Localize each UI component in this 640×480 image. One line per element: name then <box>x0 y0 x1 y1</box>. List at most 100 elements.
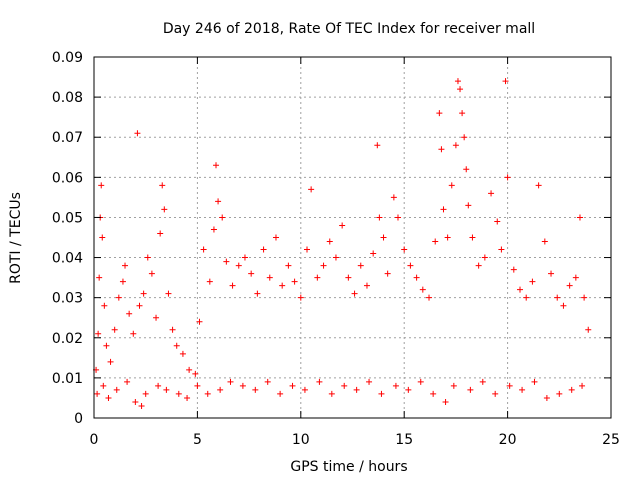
data-point <box>461 134 468 141</box>
data-point <box>101 302 108 309</box>
data-point <box>206 278 213 285</box>
data-point <box>351 290 358 297</box>
data-point <box>560 302 567 309</box>
data-point <box>467 386 474 393</box>
data-point <box>277 390 284 397</box>
data-point <box>194 382 201 389</box>
data-point <box>357 262 364 269</box>
data-point <box>440 206 447 213</box>
data-point <box>380 234 387 241</box>
data-point <box>134 130 141 137</box>
data-point <box>581 294 588 301</box>
data-point <box>448 182 455 189</box>
data-point <box>543 394 550 401</box>
data-point <box>438 146 445 153</box>
x-axis-label: GPS time / hours <box>290 459 407 475</box>
data-point <box>235 262 242 269</box>
data-point <box>213 162 220 169</box>
data-point <box>130 330 137 337</box>
data-point <box>248 270 255 277</box>
data-point <box>239 382 246 389</box>
x-tick-label: 0 <box>90 432 99 448</box>
data-point <box>384 270 391 277</box>
data-point <box>173 342 180 349</box>
data-point <box>140 290 147 297</box>
data-point <box>308 186 315 193</box>
data-point <box>370 250 377 257</box>
data-point <box>488 190 495 197</box>
data-point <box>353 386 360 393</box>
data-point <box>316 378 323 385</box>
data-point <box>266 274 273 281</box>
data-point <box>219 214 226 221</box>
data-point <box>494 218 501 225</box>
data-point <box>332 254 339 261</box>
data-point <box>401 246 408 253</box>
y-tick-label: 0.05 <box>52 210 83 226</box>
data-point <box>475 262 482 269</box>
data-point <box>285 262 292 269</box>
data-point <box>179 350 186 357</box>
data-point <box>450 382 457 389</box>
data-point <box>481 254 488 261</box>
data-point <box>506 382 513 389</box>
data-point <box>115 294 122 301</box>
x-tick-label: 20 <box>499 432 517 448</box>
grid-layer <box>94 57 611 418</box>
data-point <box>96 274 103 281</box>
data-point <box>169 326 176 333</box>
data-point <box>95 330 102 337</box>
data-point <box>289 382 296 389</box>
data-point <box>301 386 308 393</box>
chart-title: Day 246 of 2018, Rate Of TEC Index for r… <box>163 21 535 37</box>
data-point <box>144 254 151 261</box>
data-point <box>378 390 385 397</box>
data-point <box>444 234 451 241</box>
data-point <box>566 282 573 289</box>
data-point <box>568 386 575 393</box>
data-point <box>430 390 437 397</box>
data-point <box>498 246 505 253</box>
data-point <box>124 378 131 385</box>
data-point <box>502 78 509 85</box>
y-axis-label: ROTI / TECUs <box>8 192 24 284</box>
ticks-layer: 0 5 10 15 20 25 0 0.01 0.02 0.03 0.04 0.05 0.06 0.07 0… <box>52 50 620 448</box>
data-point <box>304 246 311 253</box>
data-point <box>390 194 397 201</box>
data-point <box>297 294 304 301</box>
x-tick-label: 10 <box>292 432 310 448</box>
data-point <box>254 290 261 297</box>
data-point <box>200 246 207 253</box>
y-tick-label: 0.04 <box>52 251 83 267</box>
data-point <box>413 274 420 281</box>
data-point <box>457 86 464 93</box>
x-tick-label: 15 <box>395 432 413 448</box>
data-point <box>264 378 271 385</box>
data-point <box>103 342 110 349</box>
data-point <box>196 318 203 325</box>
data-point <box>279 282 286 289</box>
data-point <box>469 234 476 241</box>
data-point <box>345 274 352 281</box>
data-point <box>223 258 230 265</box>
data-point <box>184 394 191 401</box>
data-point <box>392 382 399 389</box>
data-point <box>554 294 561 301</box>
data-point <box>122 262 129 269</box>
y-tick-label: 0.08 <box>52 90 83 106</box>
data-point <box>417 378 424 385</box>
data-point <box>260 246 267 253</box>
x-tick-label: 25 <box>602 432 620 448</box>
data-point <box>541 238 548 245</box>
data-point <box>535 182 542 189</box>
data-point <box>229 282 236 289</box>
data-point <box>517 286 524 293</box>
y-tick-label: 0.07 <box>52 130 83 146</box>
data-point <box>159 182 166 189</box>
data-point <box>148 270 155 277</box>
data-point <box>175 390 182 397</box>
data-point <box>442 398 449 405</box>
data-point <box>113 386 120 393</box>
data-point <box>320 262 327 269</box>
